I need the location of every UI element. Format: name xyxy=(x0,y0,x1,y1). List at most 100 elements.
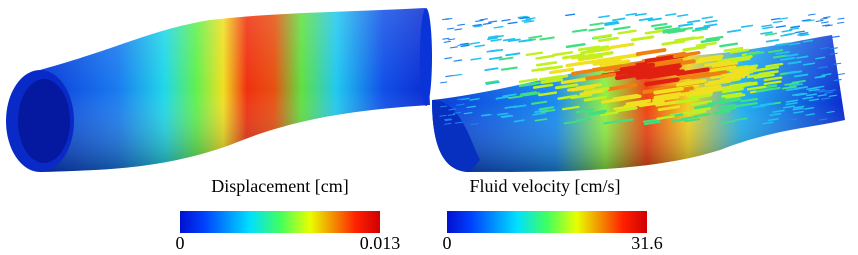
velocity-arrow xyxy=(473,25,483,28)
velocity-arrow xyxy=(751,104,767,109)
velocity-arrow xyxy=(784,53,799,58)
velocity-arrow xyxy=(798,32,809,35)
velocity-arrow xyxy=(497,112,509,116)
velocity-arrow xyxy=(824,91,834,94)
velocity-arrow xyxy=(684,118,701,123)
velocity-arrow xyxy=(521,81,541,87)
velocity-arrow xyxy=(772,109,785,113)
velocity-arrow xyxy=(735,81,758,88)
velocity-arrow xyxy=(721,87,744,94)
velocity-arrow xyxy=(565,60,592,68)
velocity-arrow xyxy=(758,70,779,76)
velocity-arrow xyxy=(617,29,637,35)
velocity-arrow xyxy=(613,25,631,31)
velocity-arrow xyxy=(695,84,722,92)
velocity-arrow xyxy=(612,17,626,22)
velocity-arrow xyxy=(445,18,453,20)
velocity-arrow xyxy=(598,15,610,19)
velocity-arrow xyxy=(837,21,845,24)
velocity-arrow xyxy=(760,31,773,35)
velocity-arrow xyxy=(723,72,750,80)
velocity-arrow xyxy=(534,118,548,122)
velocity-arrow xyxy=(579,89,604,96)
velocity-arrow xyxy=(644,29,665,35)
velocity-arrow xyxy=(592,33,613,39)
velocity-arrow xyxy=(490,38,502,42)
velocity-arrow xyxy=(695,56,723,64)
velocity-arrow xyxy=(447,38,456,41)
velocity-arrow xyxy=(653,86,684,95)
velocity-arrow xyxy=(540,78,564,84)
velocity-arrow xyxy=(785,99,799,103)
velocity-arrow xyxy=(759,65,780,71)
velocity-arrow xyxy=(598,36,619,43)
velocity-arrow xyxy=(793,73,809,78)
velocity-arrow xyxy=(577,45,601,52)
velocity-arrow xyxy=(453,59,463,62)
velocity-arrow xyxy=(729,48,749,54)
velocity-arrow xyxy=(457,23,466,26)
velocity-arrow xyxy=(704,60,731,67)
velocity-arrow xyxy=(685,89,712,96)
velocity-render xyxy=(432,12,846,172)
velocity-arrow xyxy=(475,19,484,23)
velocity-arrow xyxy=(759,102,775,107)
velocity-arrow xyxy=(483,114,494,117)
velocity-arrow xyxy=(452,73,463,77)
velocity-arrow xyxy=(448,108,457,111)
velocity-arrow xyxy=(487,37,499,41)
velocity-arrow xyxy=(549,67,575,75)
velocity-arrow xyxy=(488,56,503,60)
velocity-arrow xyxy=(687,19,701,24)
velocity-arrow xyxy=(587,111,606,116)
velocity-arrow xyxy=(731,55,753,61)
velocity-arrow xyxy=(801,19,811,22)
velocity-arrow xyxy=(592,58,622,66)
velocity-arrow xyxy=(806,19,815,22)
velocity-arrow xyxy=(443,40,452,43)
velocity-arrow xyxy=(439,114,447,117)
velocity-arrow xyxy=(806,93,818,97)
velocity-arrow xyxy=(688,110,707,115)
velocity-arrow xyxy=(820,17,828,20)
velocity-arrow xyxy=(691,27,709,32)
velocity-arrow xyxy=(688,91,713,98)
velocity-arrow xyxy=(525,51,544,57)
velocity-arrow xyxy=(775,42,789,47)
velocity-arrow xyxy=(694,25,711,30)
velocity-arrow xyxy=(540,65,563,72)
velocity-arrow xyxy=(623,101,648,109)
velocity-arrow xyxy=(762,26,774,30)
velocity-arrow xyxy=(561,105,580,111)
velocity-arrow xyxy=(783,105,796,109)
velocity-arrow xyxy=(690,100,713,106)
velocity-arrow xyxy=(763,80,782,86)
velocity-arrow xyxy=(539,36,555,41)
velocity-arrow xyxy=(520,16,530,20)
velocity-arrow xyxy=(765,38,780,43)
velocity-arrow xyxy=(726,29,742,33)
velocity-arrow xyxy=(825,24,833,27)
velocity-arrow xyxy=(662,27,681,32)
colorbar-displacement: Displacement [cm] 0 0.013 xyxy=(176,176,401,253)
velocity-arrow xyxy=(625,98,652,106)
velocity-arrow xyxy=(734,117,748,121)
velocity-arrow xyxy=(814,75,826,79)
velocity-arrow xyxy=(440,105,448,108)
velocity-arrow xyxy=(778,17,789,20)
velocity-arrow xyxy=(486,49,499,53)
velocity-arrow xyxy=(787,60,802,65)
colorbar-tick: 0.013 xyxy=(360,233,401,253)
colorbar-label: Fluid velocity [cm/s] xyxy=(470,176,621,196)
velocity-arrow xyxy=(690,71,722,80)
velocity-arrow xyxy=(767,49,783,54)
velocity-arrow xyxy=(784,81,800,86)
velocity-arrow xyxy=(790,25,801,29)
velocity-arrow xyxy=(765,62,784,68)
colorbar-tick: 0 xyxy=(443,233,452,253)
velocity-arrow xyxy=(818,118,828,121)
velocity-arrow xyxy=(493,25,504,29)
velocity-arrow xyxy=(474,44,486,48)
velocity-arrow xyxy=(729,66,754,73)
colorbar-tick: 31.6 xyxy=(631,233,663,253)
